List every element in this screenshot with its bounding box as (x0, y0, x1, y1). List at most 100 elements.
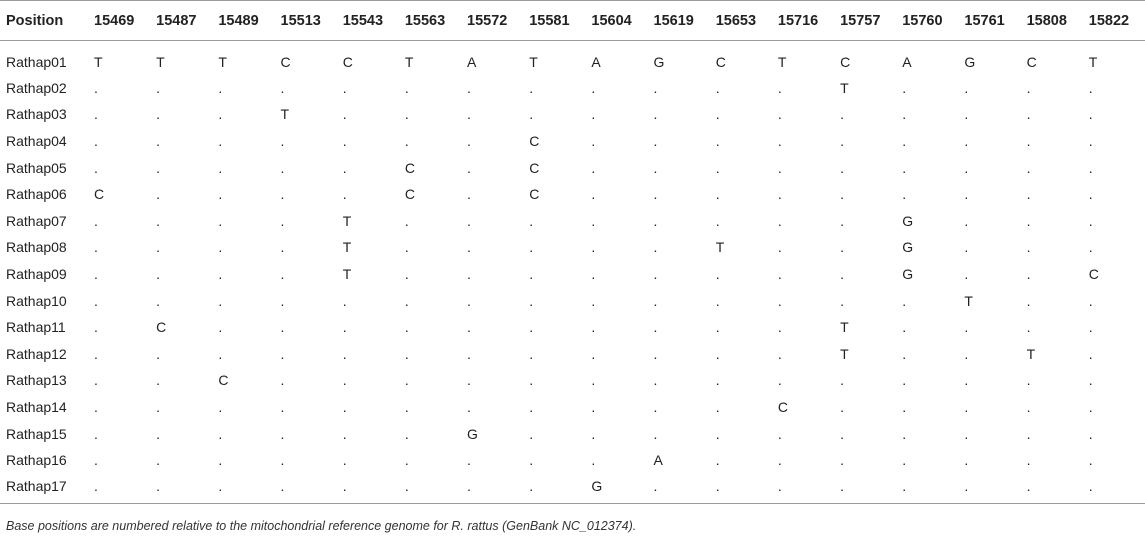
table-cell: . (715, 79, 720, 96)
table-cell: . (218, 398, 223, 415)
table-cell: . (964, 265, 969, 282)
table-cell: . (1026, 159, 1031, 176)
table-cell: . (94, 265, 98, 282)
table-cell: . (653, 159, 658, 176)
table-cell: . (280, 239, 285, 256)
table-cell: . (156, 79, 161, 96)
table-cell: A (467, 53, 477, 70)
table-cell: . (218, 79, 223, 96)
table-cell: . (280, 372, 285, 389)
table-cell: . (529, 265, 534, 282)
row-label: Rathap15 (6, 425, 67, 442)
table-cell: . (404, 79, 409, 96)
table-cell: . (280, 265, 285, 282)
table-cell: . (840, 265, 844, 282)
table-cell: . (280, 159, 285, 176)
table-cell: . (591, 345, 596, 362)
header-position-15489: 15489 (212, 0, 275, 41)
table-cell: . (218, 425, 223, 442)
header-position-15513: 15513 (274, 0, 337, 41)
table-cell: . (1026, 79, 1031, 96)
table-row: Rathap11. C.......... T.... (0, 314, 1145, 341)
table-cell: C (404, 186, 415, 203)
table-row: Rathap02............ T.... (0, 75, 1145, 102)
table-cell: . (280, 292, 285, 309)
table-cell: . (1088, 79, 1093, 96)
table-cell: . (1026, 319, 1031, 336)
table-cell: . (715, 452, 720, 469)
table-cell: C (715, 53, 726, 70)
table-cell: . (902, 345, 907, 362)
table-cell: . (902, 292, 907, 309)
table-cell: . (964, 132, 969, 149)
table-cell: . (1020, 473, 1083, 504)
table-cell: . (529, 79, 534, 96)
table-cell: . (342, 292, 347, 309)
table-cell: . (94, 106, 98, 123)
table-cell: C (840, 53, 851, 70)
table-cell: . (467, 239, 471, 256)
table-cell: . (647, 473, 710, 504)
table-cell: . (150, 473, 213, 504)
table-cell: . (467, 159, 471, 176)
footnote-text-after: (GenBank NC_012374). (498, 519, 637, 533)
table-cell: . (529, 372, 534, 389)
table-cell: . (156, 159, 161, 176)
table-cell: . (94, 372, 98, 389)
table-cell: . (218, 106, 223, 123)
table-cell: . (342, 159, 347, 176)
table-cell: . (902, 186, 907, 203)
table-cell: . (653, 292, 658, 309)
table-cell: . (840, 132, 844, 149)
table-cell: . (777, 425, 782, 442)
table-cell: . (156, 425, 161, 442)
header-position-15572: 15572 (461, 0, 524, 41)
table-cell: . (156, 265, 161, 282)
table-cell: . (840, 398, 844, 415)
table-cell: . (777, 292, 782, 309)
table-cell: . (902, 132, 907, 149)
table-cell: . (591, 79, 596, 96)
table-cell: . (1026, 265, 1031, 282)
table-cell: . (840, 159, 844, 176)
table-cell: . (964, 398, 969, 415)
table-cell: . (840, 186, 844, 203)
table-cell: . (840, 372, 844, 389)
table-cell: . (404, 345, 409, 362)
table-cell: . (715, 265, 720, 282)
table-cell: T (840, 79, 849, 96)
table-cell: . (771, 473, 835, 504)
table-cell: . (715, 212, 720, 229)
table-cell: . (834, 473, 897, 504)
table-cell: G (653, 53, 665, 70)
table-cell: . (94, 132, 98, 149)
table-cell: C (218, 372, 229, 389)
table-cell: T (715, 239, 725, 256)
table-cell: . (280, 212, 285, 229)
table-cell: . (958, 473, 1021, 504)
table-cell: . (1088, 292, 1093, 309)
table-cell: C (529, 159, 540, 176)
table-row: Rathap14........... C..... (0, 394, 1145, 421)
table-cell: . (218, 319, 223, 336)
row-label: Rathap02 (6, 79, 67, 96)
table-cell: . (715, 159, 720, 176)
table-cell: . (342, 425, 347, 442)
table-cell: . (274, 473, 337, 504)
table-body: Rathap01 T T T C C T A T A G C T C A G C T Rathap02.......… (0, 41, 1145, 504)
table-cell: . (653, 398, 658, 415)
row-label: Rathap07 (6, 212, 67, 229)
table-cell: . (653, 186, 658, 203)
row-label: Rathap09 (6, 265, 67, 282)
table-cell: . (591, 106, 596, 123)
table-cell: . (715, 372, 720, 389)
table-cell: C (280, 53, 291, 70)
table-cell: . (777, 265, 782, 282)
table-cell: . (342, 398, 347, 415)
table-cell: . (218, 452, 223, 469)
header-row: Position 15469 15487 15489 15513 15543 15563 1… (0, 0, 1145, 41)
table-cell: . (467, 292, 471, 309)
table-cell: . (777, 79, 782, 96)
header-position-15581: 15581 (523, 0, 586, 41)
table-cell: . (1088, 106, 1093, 123)
